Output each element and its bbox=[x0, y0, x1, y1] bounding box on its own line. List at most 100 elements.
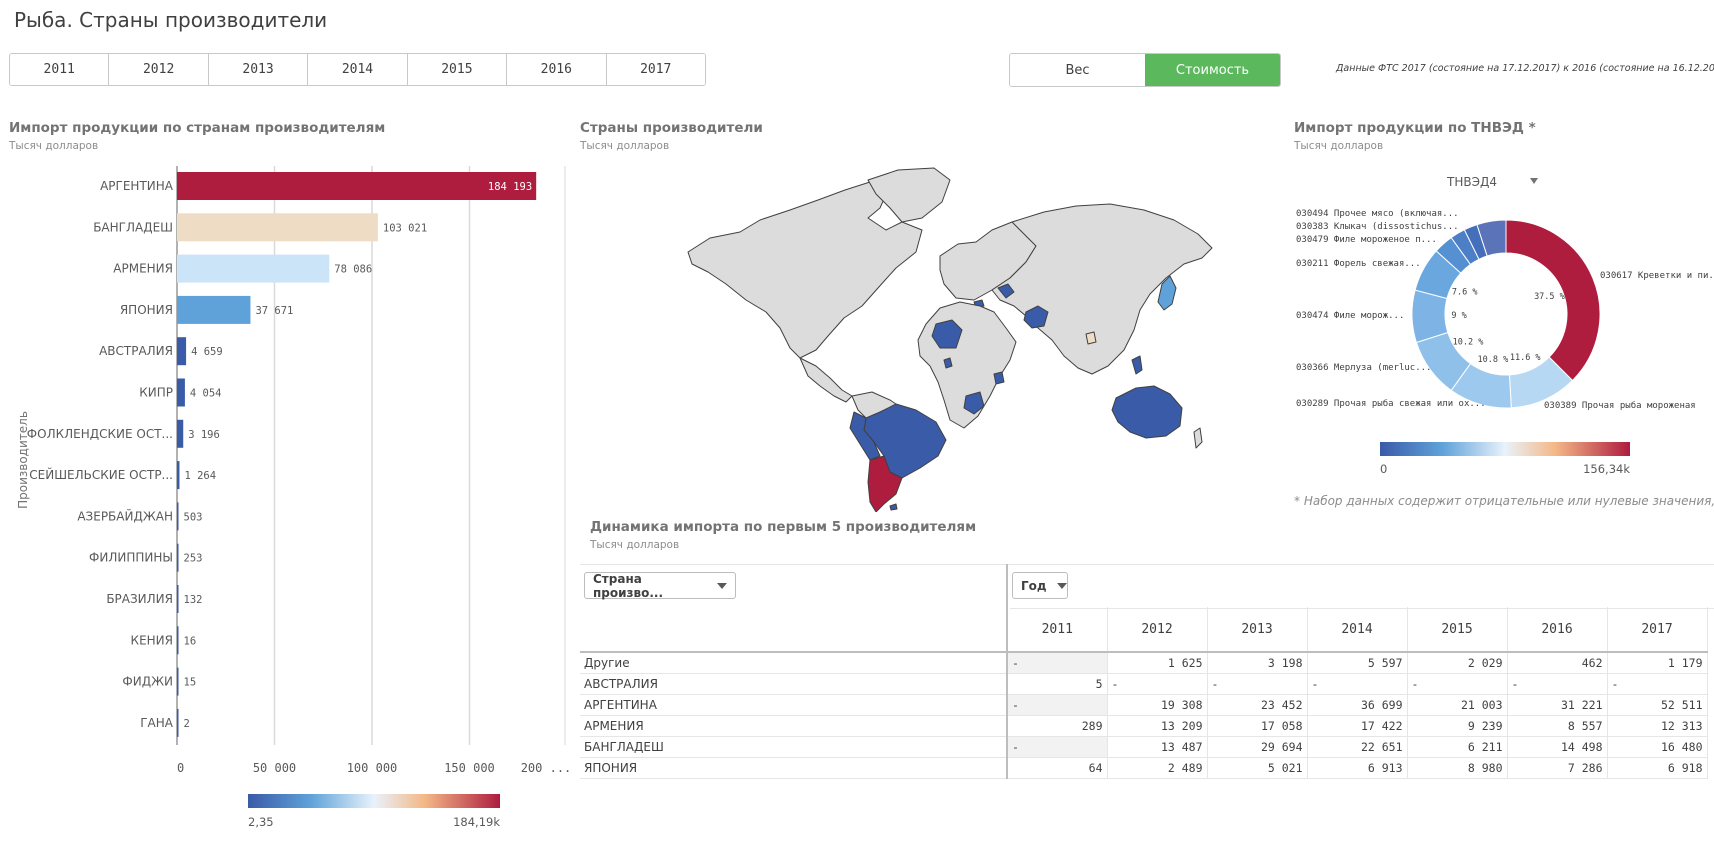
table-row[interactable]: АВСТРАЛИЯ 5- - - - - - bbox=[580, 673, 1708, 695]
donut-chart[interactable]: ТНВЭД4 37.5 %11.6 %10.8 %10.2 %9 %7.6 % … bbox=[1290, 166, 1714, 490]
pivot-cell: 23 452 bbox=[1207, 694, 1308, 716]
country-dimension-dropdown[interactable]: Страна произво... bbox=[584, 572, 736, 600]
bar-value-label: 503 bbox=[184, 511, 203, 523]
pivot-cell: 7 286 bbox=[1507, 757, 1608, 779]
map-bangladesh[interactable] bbox=[1085, 331, 1097, 345]
bar-mark[interactable] bbox=[177, 419, 184, 448]
map-asia[interactable] bbox=[991, 203, 1213, 375]
donut-category-label: 030494 Прочее мясо (включая... bbox=[1296, 209, 1459, 219]
donut-slice[interactable] bbox=[1505, 219, 1601, 382]
pivot-cell: 1 625 bbox=[1107, 652, 1208, 674]
map-ghana[interactable] bbox=[943, 357, 953, 369]
bar-chart[interactable]: АРГЕНТИНА БАНГЛАДЕШ АРМЕНИЯ ЯПОНИЯ АВСТРАЛИЯ… bbox=[0, 160, 580, 840]
bar-mark[interactable] bbox=[177, 585, 179, 613]
donut-slice[interactable] bbox=[1411, 289, 1449, 344]
pivot-cell: 22 651 bbox=[1307, 736, 1408, 758]
pivot-cell: 6 211 bbox=[1407, 736, 1508, 758]
pivot-column-header[interactable]: 2011 bbox=[1007, 607, 1108, 653]
pivot-column-header[interactable]: 2014 bbox=[1307, 607, 1408, 653]
chevron-down-icon[interactable] bbox=[1530, 178, 1538, 184]
year-dimension-dropdown[interactable]: Год bbox=[1012, 572, 1068, 599]
bar-category-label: ФОЛКЛЕНДСКИЕ ОСТ... bbox=[27, 427, 173, 441]
donut-slice[interactable] bbox=[1476, 219, 1507, 257]
donut-legend-min: 0 bbox=[1380, 462, 1387, 476]
pivot-table: 2011 2012 2013 2014 2015 2016 2017 Другие -1 625… bbox=[580, 607, 1708, 779]
pivot-cell: 462 bbox=[1507, 652, 1608, 674]
bar-mark[interactable] bbox=[177, 708, 179, 737]
map-central-asia-producer[interactable] bbox=[1023, 305, 1049, 329]
bar-category-label: АРГЕНТИНА bbox=[100, 179, 174, 193]
map-philippines[interactable] bbox=[1131, 355, 1143, 375]
map-central-america[interactable] bbox=[799, 357, 853, 403]
map-caucasus[interactable] bbox=[997, 283, 1015, 299]
bar-value-label: 4 054 bbox=[190, 388, 222, 400]
pivot-cell: 5 bbox=[1007, 673, 1108, 695]
bar-mark[interactable] bbox=[177, 461, 180, 490]
bar-mark[interactable] bbox=[177, 295, 251, 324]
map-new-zealand[interactable] bbox=[1193, 427, 1203, 449]
bar-value-label: 2 bbox=[184, 718, 190, 730]
year-button-2011[interactable]: 2011 bbox=[10, 54, 110, 85]
pivot-column-header[interactable]: 2016 bbox=[1507, 607, 1608, 653]
bar-mark[interactable] bbox=[177, 254, 330, 283]
map-argentina[interactable] bbox=[867, 455, 903, 512]
year-button-2016[interactable]: 2016 bbox=[507, 54, 607, 85]
bar-mark[interactable] bbox=[177, 337, 187, 366]
bar-mark[interactable] bbox=[177, 502, 179, 531]
bar-panel-title: Импорт продукции по странам производител… bbox=[9, 120, 386, 136]
bar-value-label: 15 bbox=[184, 677, 197, 689]
pivot-column-header[interactable]: 2013 bbox=[1207, 607, 1308, 653]
bar-panel-subtitle: Тысяч долларов bbox=[9, 140, 99, 152]
pivot-column-header[interactable]: 2015 bbox=[1407, 607, 1508, 653]
map-andes[interactable] bbox=[849, 411, 881, 461]
pivot-column-header[interactable]: 2017 bbox=[1607, 607, 1708, 653]
weight-button[interactable]: Вес bbox=[1010, 54, 1145, 86]
map-kenya[interactable] bbox=[993, 371, 1005, 385]
year-button-2017[interactable]: 2017 bbox=[606, 54, 705, 85]
pivot-cell: 2 029 bbox=[1407, 652, 1508, 674]
donut-panel-subtitle: Тысяч долларов bbox=[1294, 140, 1384, 152]
year-button-2015[interactable]: 2015 bbox=[407, 54, 508, 85]
map-north-africa-producer[interactable] bbox=[931, 319, 963, 349]
year-button-2012[interactable]: 2012 bbox=[109, 54, 209, 85]
world-map[interactable] bbox=[640, 160, 1230, 512]
year-button-2014[interactable]: 2014 bbox=[308, 54, 408, 85]
table-row[interactable]: АРМЕНИЯ 289 13 209 17 058 17 422 9 239 8 557 12… bbox=[580, 715, 1708, 737]
table-row[interactable]: АРГЕНТИНА -19 308 23 452 36 699 21 003 31 221… bbox=[580, 694, 1708, 716]
donut-category-label: 030479 Филе мороженое п... bbox=[1296, 235, 1437, 245]
donut-color-legend bbox=[1380, 442, 1630, 456]
donut-pct-label: 9 % bbox=[1451, 311, 1466, 321]
chevron-down-icon bbox=[1056, 582, 1067, 589]
table-row[interactable]: ЯПОНИЯ 64 2 489 5 021 6 913 8 980 7 286 6 918 bbox=[580, 757, 1708, 779]
bar-mark[interactable] bbox=[177, 543, 179, 572]
pivot-row-label: Другие bbox=[580, 652, 1008, 674]
bar-mark[interactable] bbox=[177, 213, 378, 242]
chevron-down-icon bbox=[717, 582, 727, 589]
bar-mark[interactable] bbox=[177, 667, 179, 696]
year-button-2013[interactable]: 2013 bbox=[208, 54, 309, 85]
pivot-cell: 52 511 bbox=[1607, 694, 1708, 716]
bar-mark[interactable] bbox=[177, 172, 537, 200]
pivot-column-header[interactable]: 2012 bbox=[1107, 607, 1208, 653]
map-japan[interactable] bbox=[1157, 275, 1177, 311]
map-greenland[interactable] bbox=[867, 167, 951, 223]
pivot-header-row: 2011 2012 2013 2014 2015 2016 2017 bbox=[580, 607, 1708, 653]
donut-category-label: 030366 Мерлуза (merluc... bbox=[1296, 363, 1431, 373]
table-row[interactable]: БАНГЛАДЕШ -13 487 29 694 22 651 6 211 14 498 1… bbox=[580, 736, 1708, 758]
bar-mark[interactable] bbox=[177, 626, 179, 655]
table-row[interactable]: Другие -1 625 3 198 5 597 2 029 462 1 179 bbox=[580, 652, 1708, 674]
bar-value-label: 1 264 bbox=[184, 470, 216, 482]
map-brazil[interactable] bbox=[863, 403, 947, 479]
donut-dimension-label[interactable]: ТНВЭД4 bbox=[1446, 175, 1497, 189]
map-south-africa-producer[interactable] bbox=[963, 391, 985, 415]
bar-category-label: СЕЙШЕЛЬСКИЕ ОСТР... bbox=[29, 467, 173, 482]
pivot-cell: 8 557 bbox=[1507, 715, 1608, 737]
bar-mark[interactable] bbox=[177, 378, 185, 407]
map-north-america[interactable] bbox=[687, 181, 923, 359]
pivot-cell: 6 913 bbox=[1307, 757, 1408, 779]
cost-button[interactable]: Стоимость bbox=[1145, 54, 1280, 86]
pivot-cell: - bbox=[1407, 673, 1508, 695]
map-australia[interactable] bbox=[1111, 385, 1183, 439]
pivot-cell: 31 221 bbox=[1507, 694, 1608, 716]
map-falklands[interactable] bbox=[889, 503, 898, 511]
